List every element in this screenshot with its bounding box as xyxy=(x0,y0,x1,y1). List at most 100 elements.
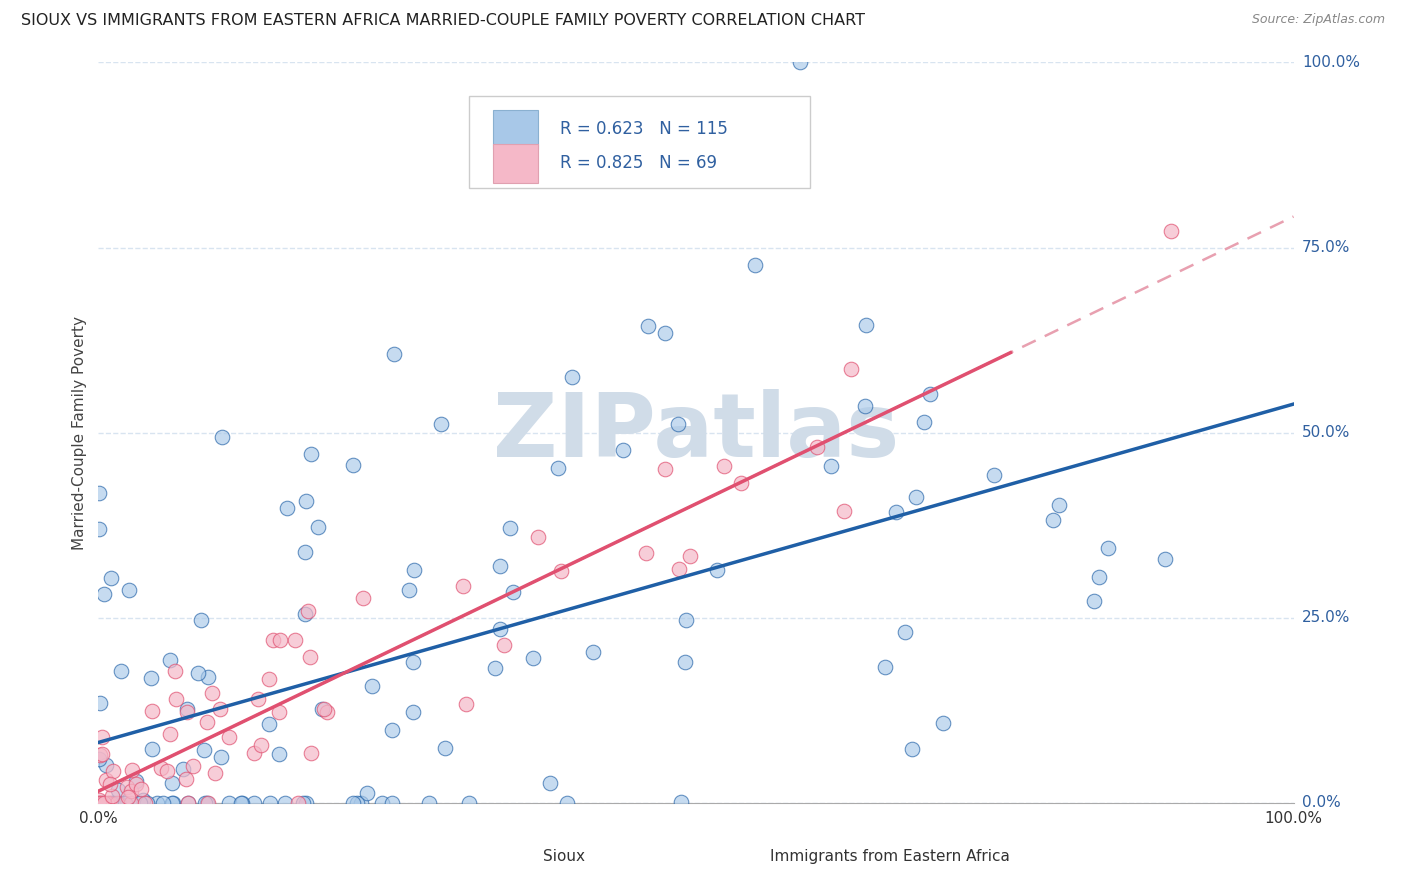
Point xyxy=(129,781,152,796)
Point xyxy=(744,258,766,272)
Point xyxy=(346,796,368,810)
Point xyxy=(262,633,284,648)
Point xyxy=(284,632,307,647)
Point xyxy=(87,796,110,810)
Point xyxy=(165,692,187,706)
Point xyxy=(307,519,329,533)
Point xyxy=(451,579,474,593)
Text: R = 0.623   N = 115: R = 0.623 N = 115 xyxy=(560,120,727,138)
Point xyxy=(89,747,111,762)
Point xyxy=(160,796,183,810)
Point xyxy=(1042,513,1064,527)
Point xyxy=(204,766,226,780)
Point xyxy=(87,522,110,536)
Point xyxy=(100,796,122,810)
Text: ZIPatlas: ZIPatlas xyxy=(494,389,898,476)
Point xyxy=(905,490,928,504)
Point xyxy=(1160,224,1182,238)
Point xyxy=(298,649,321,664)
FancyBboxPatch shape xyxy=(720,841,756,871)
Point xyxy=(900,742,922,756)
Point xyxy=(91,747,114,761)
Point xyxy=(269,747,291,761)
Point xyxy=(360,679,382,693)
FancyBboxPatch shape xyxy=(494,145,538,183)
Point xyxy=(274,796,297,810)
Point xyxy=(101,796,124,810)
Point xyxy=(806,440,828,454)
Point xyxy=(231,796,253,810)
Point xyxy=(561,369,583,384)
Point xyxy=(654,326,676,340)
Point xyxy=(257,717,280,731)
Point xyxy=(93,586,115,600)
Point xyxy=(292,796,315,810)
Text: Sioux: Sioux xyxy=(543,848,585,863)
FancyBboxPatch shape xyxy=(494,841,529,871)
Text: 50.0%: 50.0% xyxy=(1302,425,1350,440)
Point xyxy=(132,793,155,807)
Point xyxy=(218,731,240,745)
Point xyxy=(129,796,152,810)
Point xyxy=(194,796,217,810)
Point xyxy=(125,777,148,791)
Point xyxy=(176,705,198,719)
Point xyxy=(87,796,110,810)
Point xyxy=(458,796,481,810)
Point xyxy=(135,796,157,810)
Point xyxy=(139,671,162,685)
Point xyxy=(176,772,198,787)
Point xyxy=(267,705,290,719)
Point xyxy=(141,704,163,718)
Point xyxy=(120,784,142,798)
Point xyxy=(429,417,451,431)
Point xyxy=(146,796,169,810)
Point xyxy=(875,660,897,674)
Point xyxy=(675,613,697,627)
Point xyxy=(156,764,179,779)
Point xyxy=(91,730,114,744)
Point xyxy=(538,776,561,790)
Point xyxy=(502,585,524,599)
Point xyxy=(100,789,122,803)
Point xyxy=(342,796,364,810)
Point xyxy=(159,727,181,741)
Point xyxy=(159,653,181,667)
Point xyxy=(118,583,141,598)
Point xyxy=(294,494,316,508)
Point xyxy=(229,796,252,810)
Point xyxy=(162,796,184,810)
Point xyxy=(115,780,138,794)
Point xyxy=(243,746,266,760)
Text: 75.0%: 75.0% xyxy=(1302,240,1350,255)
Point xyxy=(668,562,690,576)
Point xyxy=(181,759,204,773)
Point xyxy=(350,796,373,810)
Point xyxy=(87,792,110,806)
Point xyxy=(418,796,440,810)
Point xyxy=(839,362,862,376)
Point xyxy=(114,796,136,810)
Point xyxy=(211,429,233,443)
Point xyxy=(1087,569,1109,583)
Point xyxy=(312,702,335,716)
Point xyxy=(87,796,110,810)
Point xyxy=(299,746,322,760)
Point xyxy=(152,796,174,810)
Point xyxy=(484,661,506,675)
Point xyxy=(97,796,120,810)
Point xyxy=(90,796,112,810)
Point xyxy=(637,319,659,334)
Point xyxy=(884,505,907,519)
Point xyxy=(93,796,115,810)
Point xyxy=(402,563,425,577)
Point xyxy=(197,796,219,810)
Point xyxy=(110,664,132,678)
Point xyxy=(342,458,364,472)
Point xyxy=(713,459,735,474)
Point xyxy=(120,796,142,810)
Point xyxy=(634,545,657,559)
Point xyxy=(494,639,516,653)
Point xyxy=(134,796,156,810)
Point xyxy=(402,655,425,669)
